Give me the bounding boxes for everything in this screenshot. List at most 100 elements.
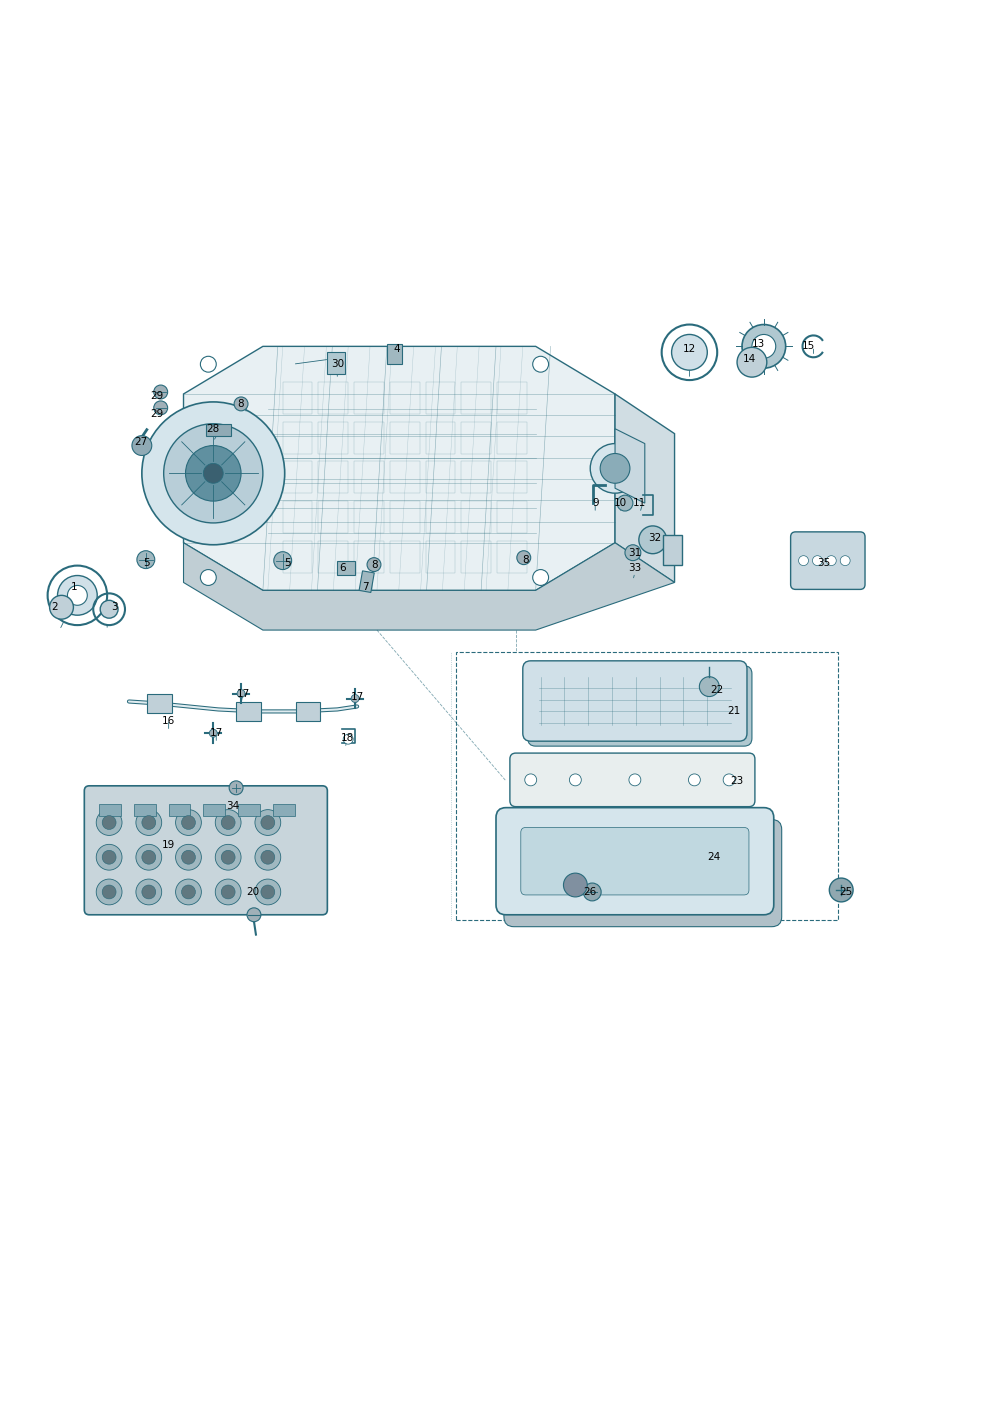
Circle shape bbox=[517, 551, 531, 564]
Bar bbox=[390, 501, 420, 533]
Bar bbox=[354, 462, 384, 494]
Circle shape bbox=[215, 810, 241, 835]
Bar bbox=[461, 462, 491, 494]
Bar bbox=[147, 693, 172, 713]
Bar bbox=[461, 422, 491, 453]
Circle shape bbox=[142, 815, 156, 829]
Circle shape bbox=[67, 585, 87, 605]
Circle shape bbox=[274, 551, 292, 570]
FancyBboxPatch shape bbox=[528, 666, 752, 746]
Bar bbox=[390, 540, 420, 572]
Bar bbox=[497, 501, 527, 533]
Bar bbox=[354, 422, 384, 453]
Bar bbox=[283, 540, 312, 572]
Circle shape bbox=[136, 845, 162, 870]
Text: 8: 8 bbox=[238, 398, 244, 408]
Polygon shape bbox=[615, 394, 675, 582]
Bar bbox=[169, 804, 190, 815]
FancyBboxPatch shape bbox=[84, 786, 327, 915]
Bar bbox=[390, 462, 420, 494]
Circle shape bbox=[136, 810, 162, 835]
Bar bbox=[337, 561, 355, 574]
Circle shape bbox=[182, 850, 195, 864]
Bar bbox=[238, 804, 260, 815]
Circle shape bbox=[629, 774, 641, 786]
Text: 31: 31 bbox=[628, 547, 642, 558]
Circle shape bbox=[237, 690, 245, 697]
Text: 13: 13 bbox=[752, 340, 766, 349]
Bar bbox=[426, 540, 455, 572]
Text: 21: 21 bbox=[727, 707, 741, 717]
Circle shape bbox=[229, 781, 243, 794]
Bar bbox=[283, 382, 312, 414]
Circle shape bbox=[672, 334, 707, 370]
Text: 11: 11 bbox=[633, 498, 647, 508]
Circle shape bbox=[829, 878, 853, 902]
Text: 8: 8 bbox=[372, 560, 378, 570]
Bar bbox=[99, 804, 121, 815]
Circle shape bbox=[215, 845, 241, 870]
Circle shape bbox=[58, 575, 97, 615]
Text: 23: 23 bbox=[730, 776, 744, 786]
Circle shape bbox=[221, 885, 235, 899]
Text: 35: 35 bbox=[816, 557, 830, 568]
Circle shape bbox=[176, 880, 201, 905]
Text: 28: 28 bbox=[206, 424, 220, 434]
Polygon shape bbox=[184, 347, 615, 591]
Circle shape bbox=[142, 885, 156, 899]
Text: 20: 20 bbox=[246, 887, 260, 897]
Circle shape bbox=[203, 463, 223, 483]
FancyBboxPatch shape bbox=[791, 532, 865, 589]
Circle shape bbox=[255, 845, 281, 870]
Bar bbox=[497, 540, 527, 572]
Circle shape bbox=[752, 334, 776, 358]
Bar bbox=[426, 501, 455, 533]
Text: 29: 29 bbox=[150, 408, 164, 419]
Text: 2: 2 bbox=[52, 602, 58, 612]
Bar bbox=[461, 382, 491, 414]
Circle shape bbox=[583, 882, 601, 901]
Circle shape bbox=[639, 526, 667, 554]
Circle shape bbox=[563, 873, 587, 897]
FancyBboxPatch shape bbox=[523, 661, 747, 741]
Circle shape bbox=[96, 880, 122, 905]
Circle shape bbox=[142, 850, 156, 864]
Text: 4: 4 bbox=[394, 344, 400, 355]
Circle shape bbox=[255, 810, 281, 835]
Circle shape bbox=[182, 815, 195, 829]
Polygon shape bbox=[615, 429, 645, 504]
Circle shape bbox=[723, 774, 735, 786]
Text: 24: 24 bbox=[707, 852, 721, 863]
Bar bbox=[390, 382, 420, 414]
Text: 9: 9 bbox=[592, 498, 598, 508]
Circle shape bbox=[102, 815, 116, 829]
Bar bbox=[426, 382, 455, 414]
Bar bbox=[327, 352, 345, 375]
Bar bbox=[497, 382, 527, 414]
Text: 30: 30 bbox=[330, 359, 344, 369]
Circle shape bbox=[200, 356, 216, 372]
Bar bbox=[236, 702, 261, 721]
Bar bbox=[318, 501, 348, 533]
Text: 12: 12 bbox=[682, 344, 696, 355]
Bar bbox=[359, 571, 374, 592]
Circle shape bbox=[569, 774, 581, 786]
Circle shape bbox=[351, 694, 359, 703]
Text: 17: 17 bbox=[236, 689, 250, 699]
Polygon shape bbox=[184, 543, 675, 630]
Circle shape bbox=[132, 436, 152, 456]
Bar bbox=[283, 501, 312, 533]
Circle shape bbox=[261, 850, 275, 864]
Text: 1: 1 bbox=[71, 582, 77, 592]
Circle shape bbox=[215, 880, 241, 905]
Bar bbox=[426, 462, 455, 494]
Text: 6: 6 bbox=[339, 563, 345, 572]
Text: 29: 29 bbox=[150, 391, 164, 401]
Circle shape bbox=[137, 551, 155, 568]
Text: 5: 5 bbox=[285, 557, 291, 568]
Circle shape bbox=[176, 845, 201, 870]
Circle shape bbox=[625, 544, 641, 561]
Bar bbox=[354, 382, 384, 414]
Text: 5: 5 bbox=[144, 557, 150, 568]
Circle shape bbox=[261, 885, 275, 899]
